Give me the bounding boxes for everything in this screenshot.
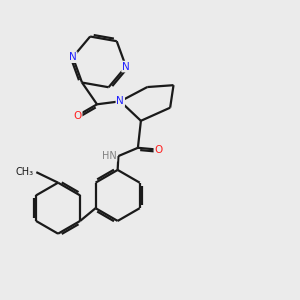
- Text: O: O: [154, 145, 163, 155]
- Text: CH₃: CH₃: [15, 167, 33, 177]
- Text: N: N: [122, 61, 130, 72]
- Text: N: N: [69, 52, 77, 62]
- Text: N: N: [116, 96, 124, 106]
- Text: O: O: [74, 111, 82, 121]
- Text: HN: HN: [102, 151, 116, 161]
